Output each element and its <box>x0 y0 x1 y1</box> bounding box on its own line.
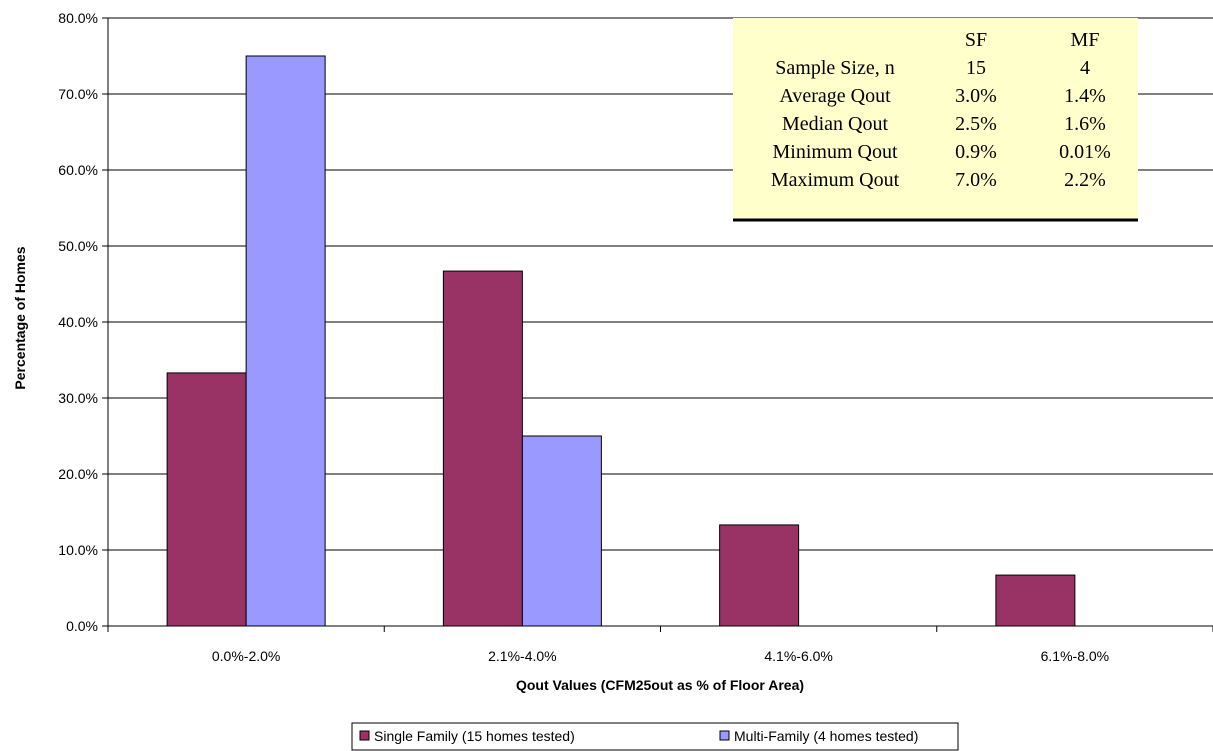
x-tick-label: 0.0%-2.0% <box>212 648 280 664</box>
stats-cell: 0.9% <box>955 141 997 163</box>
x-axis-title: Qout Values (CFM25out as % of Floor Area… <box>516 677 804 693</box>
bar-multi-family-0 <box>245 55 326 627</box>
stats-cell: 1.4% <box>1064 85 1106 107</box>
stats-header-cell: SF <box>965 29 987 51</box>
y-tick-label: 40.0% <box>58 314 98 330</box>
y-axis-title: Percentage of Homes <box>12 246 28 389</box>
stats-cell: 7.0% <box>955 169 997 191</box>
legend-label-single-family: Single Family (15 homes tested) <box>374 728 575 744</box>
stats-cell: 0.01% <box>1059 141 1111 163</box>
stats-cell: 4 <box>1080 57 1090 79</box>
bar-single-family-0 <box>166 372 247 627</box>
x-tick-labels: 0.0%-2.0% 2.1%-4.0% 4.1%-6.0% 6.1%-8.0% <box>212 648 1109 664</box>
y-tick-label: 50.0% <box>58 238 98 254</box>
stats-cell: 1.6% <box>1064 113 1106 135</box>
bar-multi-family-1 <box>521 435 602 627</box>
bar-single-family-2 <box>719 524 800 627</box>
x-tick-label: 4.1%-6.0% <box>764 648 832 664</box>
x-tick-label: 2.1%-4.0% <box>488 648 556 664</box>
x-tick-label: 6.1%-8.0% <box>1041 648 1109 664</box>
stats-cell: Average Qout <box>779 85 891 107</box>
bar-single-family-3 <box>995 574 1076 627</box>
stats-cell: Maximum Qout <box>771 169 900 191</box>
legend-swatch-multi-family <box>719 730 730 741</box>
stats-cell: Minimum Qout <box>772 141 897 163</box>
stats-table-background <box>733 18 1138 220</box>
bar-single-family-1 <box>442 270 523 627</box>
bars <box>166 55 1076 627</box>
y-tick-label: 80.0% <box>58 10 98 26</box>
legend-label-multi-family: Multi-Family (4 homes tested) <box>734 728 918 744</box>
y-tick-labels: 0.0% 10.0% 20.0% 30.0% 40.0% 50.0% 60.0% 70.0% 8… <box>58 10 98 634</box>
stats-cell: 2.2% <box>1064 169 1106 191</box>
y-tick-label: 10.0% <box>58 542 98 558</box>
y-tick-label: 70.0% <box>58 86 98 102</box>
legend: Single Family (15 homes tested) Multi-Fa… <box>351 722 959 751</box>
legend-frame <box>351 722 959 751</box>
stats-header-cell: MF <box>1071 29 1100 51</box>
legend-swatch-single-family <box>359 730 370 741</box>
stats-cell: 15 <box>966 57 986 79</box>
stats-cell: Median Qout <box>782 113 889 135</box>
y-tick-label: 20.0% <box>58 466 98 482</box>
stats-cell: 2.5% <box>955 113 997 135</box>
stats-cell: 3.0% <box>955 85 997 107</box>
y-tick-label: 30.0% <box>58 390 98 406</box>
y-tick-label: 0.0% <box>66 618 98 634</box>
axes <box>102 17 1213 632</box>
stats-table: SF MF Sample Size, n 15 4 Average Qout 3.0% 1.4… <box>733 18 1138 222</box>
stats-cell: Sample Size, n <box>775 57 894 79</box>
y-tick-label: 60.0% <box>58 162 98 178</box>
